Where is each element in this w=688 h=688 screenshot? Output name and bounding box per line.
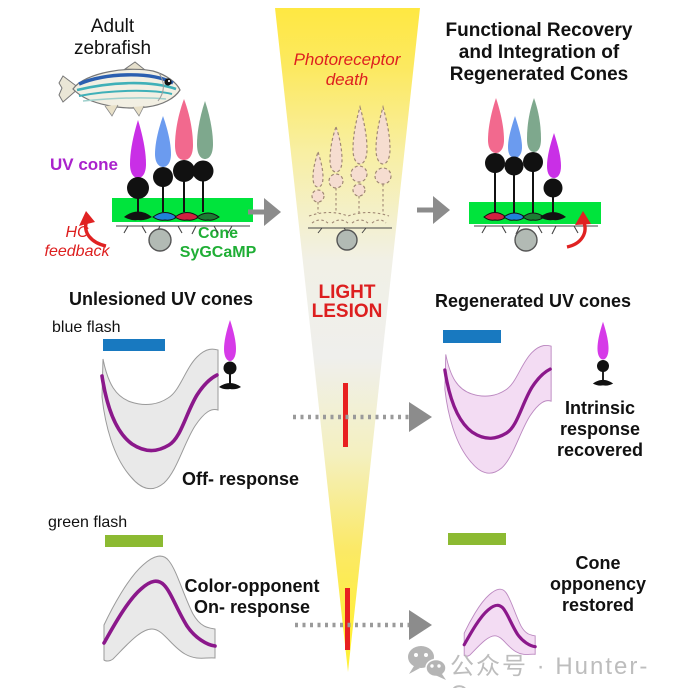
unlesioned-off-response-trace	[100, 348, 219, 490]
wechat-icon	[408, 646, 447, 680]
uv-cone-label: UV cone	[50, 155, 119, 174]
blue-cone-icon	[503, 116, 526, 221]
intrinsic-response-recovered-label: Intrinsic response recovered	[556, 398, 644, 460]
hc-feedback-label: HC feedback	[44, 224, 110, 260]
blue-flash-bar-left	[103, 339, 165, 351]
blue-cone-icon	[152, 116, 178, 221]
light-lesion-label: LIGHT LESION	[311, 282, 383, 322]
green-cone-icon	[522, 98, 545, 221]
arrow-right-icon	[417, 196, 450, 224]
unlesioned-on-response-trace	[102, 555, 217, 662]
cone-sygcamp-label: Cone SyGCaMP	[179, 225, 257, 261]
regenerated-retina-diagram	[469, 98, 601, 252]
off-response-label: Off- response	[182, 469, 300, 489]
color-opponent-on-response-label: Color-opponent On- response	[184, 576, 320, 617]
green-flash-label: green flash	[48, 514, 128, 531]
blue-flash-bar-right	[443, 330, 501, 343]
green-flash-bar-right	[448, 533, 506, 545]
uv-cone-pictogram	[219, 320, 241, 390]
dotted-arrow-right-icon	[295, 610, 432, 640]
hc-feedback-arrow	[79, 211, 107, 248]
horizontal-cell-processes-left	[116, 225, 250, 235]
unlesioned-retina-diagram	[79, 99, 253, 252]
regenerated-off-response-trace	[443, 344, 552, 474]
zebrafish-illustration	[58, 61, 181, 117]
watermark-text: 公众号 · Hunter-Organs	[450, 653, 650, 688]
green-cone-icon	[192, 101, 220, 221]
lesion-marker-bar-lower	[345, 588, 350, 650]
unlesioned-uv-cones-title: Unlesioned UV cones	[68, 289, 254, 309]
dying-photoreceptors	[308, 104, 392, 251]
horizontal-cell-body-right	[514, 228, 538, 252]
horizontal-cell-body-left	[148, 228, 172, 252]
blue-flash-label: blue flash	[52, 319, 121, 336]
photoreceptor-death-label: Photoreceptor death	[293, 50, 401, 89]
functional-recovery-title: Functional Recovery and Integration of R…	[445, 20, 633, 86]
integration-arrow	[566, 211, 591, 249]
cone-opponency-restored-label: Cone opponency restored	[549, 553, 646, 615]
dotted-arrow-right-icon	[293, 402, 432, 432]
arrow-right-icon	[248, 198, 281, 226]
regenerated-on-response-trace	[462, 588, 537, 657]
uv-cone-icon	[540, 133, 566, 221]
red-cone-icon	[483, 98, 507, 221]
regenerated-uv-cones-title: Regenerated UV cones	[434, 291, 632, 311]
green-flash-bar-left	[105, 535, 163, 547]
red-cone-icon	[173, 99, 200, 221]
uv-cone-icon	[124, 120, 152, 221]
uv-cone-pictogram	[592, 321, 614, 386]
horizontal-cell-processes-right	[474, 225, 598, 235]
adult-zebrafish-title: Adult zebrafish	[73, 16, 152, 60]
horizontal-cell-body-center	[336, 229, 358, 251]
